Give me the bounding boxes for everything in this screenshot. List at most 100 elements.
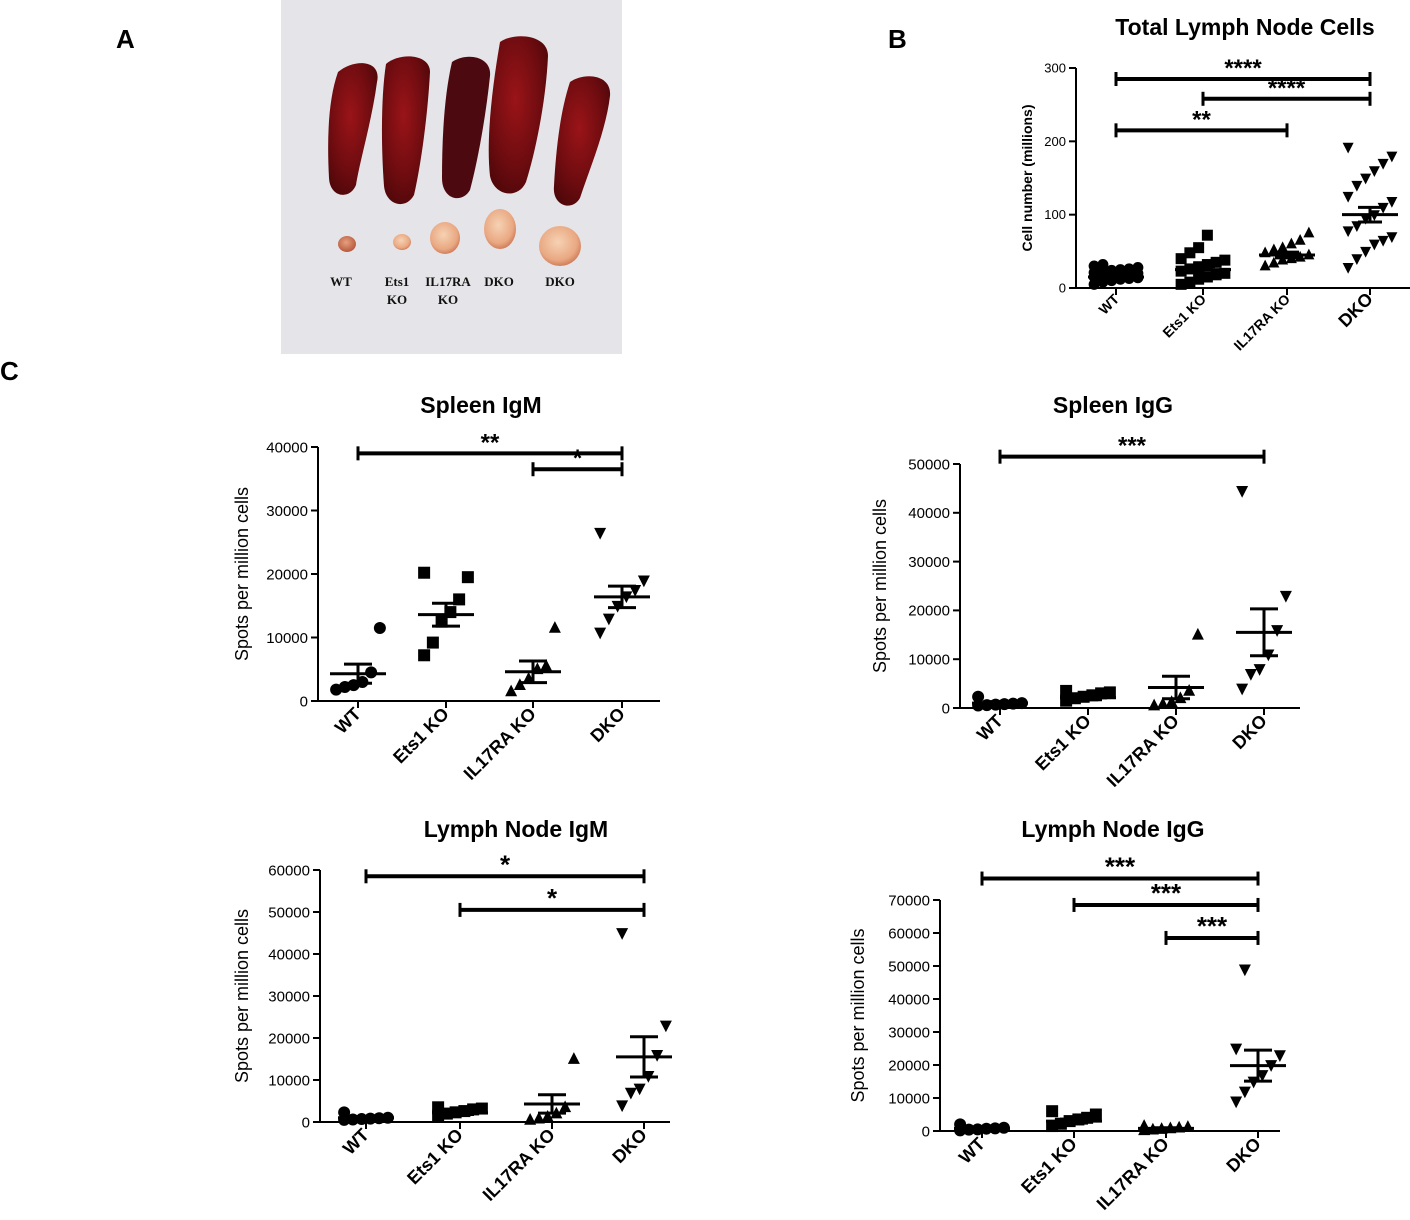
category-label-ets1-ko: Ets1 KO — [1159, 291, 1209, 341]
data-point-dko — [616, 1100, 629, 1113]
data-point-dko — [1342, 191, 1354, 203]
category-label-il17ra-ko: IL17RA KO — [1103, 711, 1183, 791]
y-tick-label: 0 — [922, 1123, 930, 1140]
chart-spleen-igm: Spleen IgM 0 10000 20000 30000 40000 Spots per… — [232, 392, 660, 784]
panel-letter-a: A — [116, 24, 135, 54]
data-point-dko — [1368, 239, 1380, 251]
y-tick-label: 20000 — [266, 566, 308, 583]
y-tick-label: 50000 — [888, 958, 930, 975]
data-point-ets1-ko — [1175, 253, 1187, 265]
y-axis-label: Spots per million cells — [870, 499, 890, 673]
significance-label: *** — [1197, 911, 1228, 941]
data-point-ets1-ko — [1175, 278, 1187, 290]
y-tick-label: 40000 — [266, 439, 308, 456]
organ-photo: WT Ets1 KO IL17RA KO DKO DKO — [281, 0, 622, 354]
data-point-ets1-ko — [1184, 247, 1196, 259]
data-point-dko — [1360, 246, 1372, 258]
data-point-ets1-ko — [1184, 276, 1196, 288]
data-point-wt — [1097, 259, 1109, 271]
photo-label-ets1-ko: KO — [387, 292, 407, 307]
data-point-wt — [972, 690, 985, 703]
data-point-wt — [1123, 263, 1135, 275]
y-tick-label: 40000 — [268, 946, 310, 963]
data-point-il17ra-ko — [1285, 237, 1297, 249]
data-point-dko — [1377, 202, 1389, 214]
data-point-il17ra-ko — [1277, 241, 1289, 253]
node-wt — [338, 236, 356, 252]
data-point-dko — [1244, 669, 1257, 681]
data-point-dko — [594, 627, 607, 640]
significance-label: **** — [1224, 55, 1262, 82]
data-point-ets1-ko — [1210, 256, 1222, 268]
data-point-dko — [1368, 166, 1380, 177]
y-tick-label: 40000 — [908, 505, 950, 522]
category-label-il17ra-ko: IL17RA KO — [1230, 291, 1293, 354]
data-point-ets1-ko — [418, 649, 431, 662]
category-label-dko: DKO — [608, 1125, 650, 1167]
spleen-ets1-ko — [381, 56, 430, 205]
y-tick-label: 60000 — [888, 925, 930, 942]
data-point-il17ra-ko — [1165, 695, 1178, 707]
y-tick-label: 10000 — [268, 1072, 310, 1089]
category-label-dko: DKO — [586, 704, 628, 746]
chart-total-lymph-node-cells: Total Lymph Node Cells 0 100 200 300 Cell num… — [1019, 14, 1410, 353]
y-axis-label: Spots per million cells — [232, 909, 252, 1083]
data-point-ets1-ko — [418, 566, 431, 579]
y-axis-label: Cell number (millions) — [1019, 104, 1035, 251]
data-point-dko — [616, 928, 629, 940]
data-point-dko — [1236, 486, 1249, 498]
data-point-ets1-ko — [1210, 269, 1222, 281]
photo-label-ets1: Ets1 — [385, 274, 410, 289]
data-point-wt — [1114, 264, 1126, 276]
chart-title: Spleen IgM — [420, 392, 541, 418]
data-point-il17ra-ko — [505, 684, 518, 697]
data-point-dko — [659, 1020, 672, 1033]
data-point-dko — [1273, 1050, 1286, 1062]
photo-label-dko-2: DKO — [545, 274, 575, 289]
category-label-wt: WT — [955, 1134, 989, 1168]
category-label-dko: DKO — [1334, 289, 1376, 331]
data-point-ets1-ko — [1089, 1108, 1102, 1121]
data-point-il17ra-ko — [524, 1113, 537, 1125]
data-point-dko — [1386, 151, 1398, 163]
significance-label: ** — [1192, 106, 1211, 133]
y-tick-label: 10000 — [888, 1090, 930, 1107]
spleen-dko-1 — [488, 36, 548, 194]
data-point-ets1-ko — [1060, 684, 1073, 697]
data-point-dko — [1230, 1043, 1243, 1056]
data-point-ets1-ko — [1219, 267, 1231, 279]
data-point-wt — [373, 621, 386, 634]
data-point-il17ra-ko — [1191, 627, 1204, 640]
category-label-il17ra-ko: IL17RA KO — [479, 1125, 559, 1205]
data-point-dko — [1279, 590, 1292, 603]
photo-label-il17ra-ko: KO — [438, 292, 458, 307]
significance-label: * — [547, 883, 558, 913]
data-point-dko — [1351, 254, 1363, 265]
data-point-ets1-ko — [1193, 273, 1205, 285]
data-point-dko — [1342, 263, 1354, 274]
significance-label: ** — [481, 429, 500, 456]
y-tick-label: 20000 — [268, 1030, 310, 1047]
data-point-wt — [338, 1106, 351, 1119]
data-point-il17ra-ko — [1156, 697, 1169, 709]
y-tick-label: 100 — [1044, 207, 1066, 222]
significance-label: *** — [1118, 433, 1147, 460]
significance-label: *** — [1105, 852, 1136, 882]
y-tick-label: 50000 — [908, 456, 950, 473]
chart-title: Lymph Node IgG — [1021, 816, 1204, 842]
category-label-ets1-ko: Ets1 KO — [403, 1125, 467, 1189]
category-label-il17ra-ko: IL17RA KO — [460, 704, 540, 784]
category-label-wt: WT — [339, 1125, 373, 1159]
data-point-il17ra-ko — [532, 1111, 545, 1124]
data-point-ets1-ko — [461, 571, 474, 584]
data-point-il17ra-ko — [1268, 256, 1280, 268]
chart-title: Total Lymph Node Cells — [1115, 14, 1374, 40]
node-ets1-ko — [393, 234, 411, 250]
significance-label: **** — [1268, 75, 1306, 102]
data-point-dko — [1386, 197, 1398, 208]
y-tick-label: 70000 — [888, 892, 930, 909]
y-tick-label: 60000 — [268, 862, 310, 879]
y-tick-label: 0 — [300, 693, 308, 710]
y-tick-label: 0 — [302, 1114, 310, 1131]
